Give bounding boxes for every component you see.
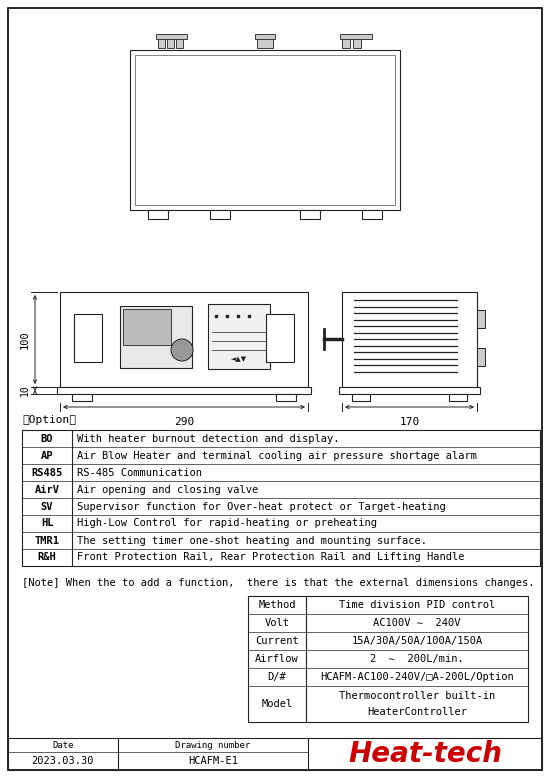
- Text: 15A/30A/50A/100A/150A: 15A/30A/50A/100A/150A: [351, 636, 483, 646]
- Text: Drawing number: Drawing number: [175, 741, 251, 749]
- Text: ◄▲▼: ◄▲▼: [231, 356, 247, 362]
- Text: BO: BO: [41, 433, 53, 443]
- Text: 100: 100: [20, 330, 30, 349]
- Text: Current: Current: [255, 636, 299, 646]
- Text: 290: 290: [174, 417, 194, 427]
- Bar: [156, 34, 187, 39]
- Text: AC100V ∼  240V: AC100V ∼ 240V: [373, 618, 461, 628]
- Text: Supervisor function for Over-heat protect or Target-heating: Supervisor function for Over-heat protec…: [77, 502, 446, 511]
- Bar: [72, 394, 92, 401]
- Bar: [148, 210, 168, 219]
- Text: High-Low Control for rapid-heating or preheating: High-Low Control for rapid-heating or pr…: [77, 518, 377, 528]
- Text: Volt: Volt: [265, 618, 289, 628]
- Bar: [167, 38, 174, 48]
- Bar: [74, 314, 102, 362]
- Text: Air Blow Heater and terminal cooling air pressure shortage alarm: Air Blow Heater and terminal cooling air…: [77, 450, 477, 461]
- Text: AP: AP: [41, 450, 53, 461]
- Bar: [255, 34, 275, 39]
- Bar: [130, 50, 400, 210]
- Text: The setting timer one-shot heating and mounting surface.: The setting timer one-shot heating and m…: [77, 535, 427, 545]
- Text: AirV: AirV: [35, 485, 59, 495]
- Text: 170: 170: [399, 417, 420, 427]
- Bar: [339, 387, 480, 394]
- Text: 【Option】: 【Option】: [22, 415, 76, 425]
- Text: TMR1: TMR1: [35, 535, 59, 545]
- Bar: [22, 430, 540, 566]
- Bar: [248, 596, 528, 722]
- Text: HeaterController: HeaterController: [367, 707, 467, 717]
- Text: HCAFM-AC100-240V/□A-200L/Option: HCAFM-AC100-240V/□A-200L/Option: [320, 672, 514, 682]
- Bar: [276, 394, 296, 401]
- Bar: [135, 55, 395, 205]
- Text: R&H: R&H: [37, 552, 56, 562]
- Bar: [8, 738, 542, 770]
- Bar: [300, 210, 320, 219]
- Bar: [362, 210, 382, 219]
- Text: Air opening and closing valve: Air opening and closing valve: [77, 485, 258, 495]
- Text: Date: Date: [52, 741, 74, 749]
- Bar: [208, 304, 270, 369]
- Text: SV: SV: [41, 502, 53, 511]
- Bar: [342, 292, 477, 387]
- Text: RS485: RS485: [31, 468, 63, 478]
- Text: Heat-tech: Heat-tech: [348, 740, 502, 768]
- Text: 10: 10: [20, 384, 30, 396]
- Text: Method: Method: [258, 600, 296, 610]
- Bar: [120, 306, 192, 368]
- Bar: [477, 348, 485, 366]
- Text: [Note] When the to add a function,  there is that the external dimensions change: [Note] When the to add a function, there…: [22, 578, 535, 588]
- Text: 2  ∼  200L/min.: 2 ∼ 200L/min.: [370, 654, 464, 664]
- Text: RS-485 Communication: RS-485 Communication: [77, 468, 202, 478]
- Text: HCAFM-E1: HCAFM-E1: [188, 756, 238, 766]
- Bar: [352, 394, 370, 401]
- Text: Front Protection Rail, Rear Protection Rail and Lifting Handle: Front Protection Rail, Rear Protection R…: [77, 552, 465, 562]
- Bar: [257, 38, 273, 48]
- Bar: [353, 38, 361, 48]
- Bar: [477, 310, 485, 328]
- Bar: [60, 292, 308, 387]
- Bar: [176, 38, 183, 48]
- Bar: [57, 387, 311, 394]
- Text: Airflow: Airflow: [255, 654, 299, 664]
- Bar: [342, 38, 350, 48]
- Text: With heater burnout detection and display.: With heater burnout detection and displa…: [77, 433, 339, 443]
- Bar: [266, 314, 294, 362]
- Text: 2023.03.30: 2023.03.30: [32, 756, 94, 766]
- Bar: [449, 394, 467, 401]
- Circle shape: [171, 339, 193, 361]
- Text: Time division PID control: Time division PID control: [339, 600, 495, 610]
- Bar: [340, 34, 372, 39]
- Bar: [158, 38, 165, 48]
- Text: Model: Model: [261, 699, 293, 709]
- Bar: [210, 210, 230, 219]
- Text: D/#: D/#: [268, 672, 287, 682]
- Bar: [123, 309, 171, 345]
- Text: Thermocontroller built-in: Thermocontroller built-in: [339, 691, 495, 701]
- Text: HL: HL: [41, 518, 53, 528]
